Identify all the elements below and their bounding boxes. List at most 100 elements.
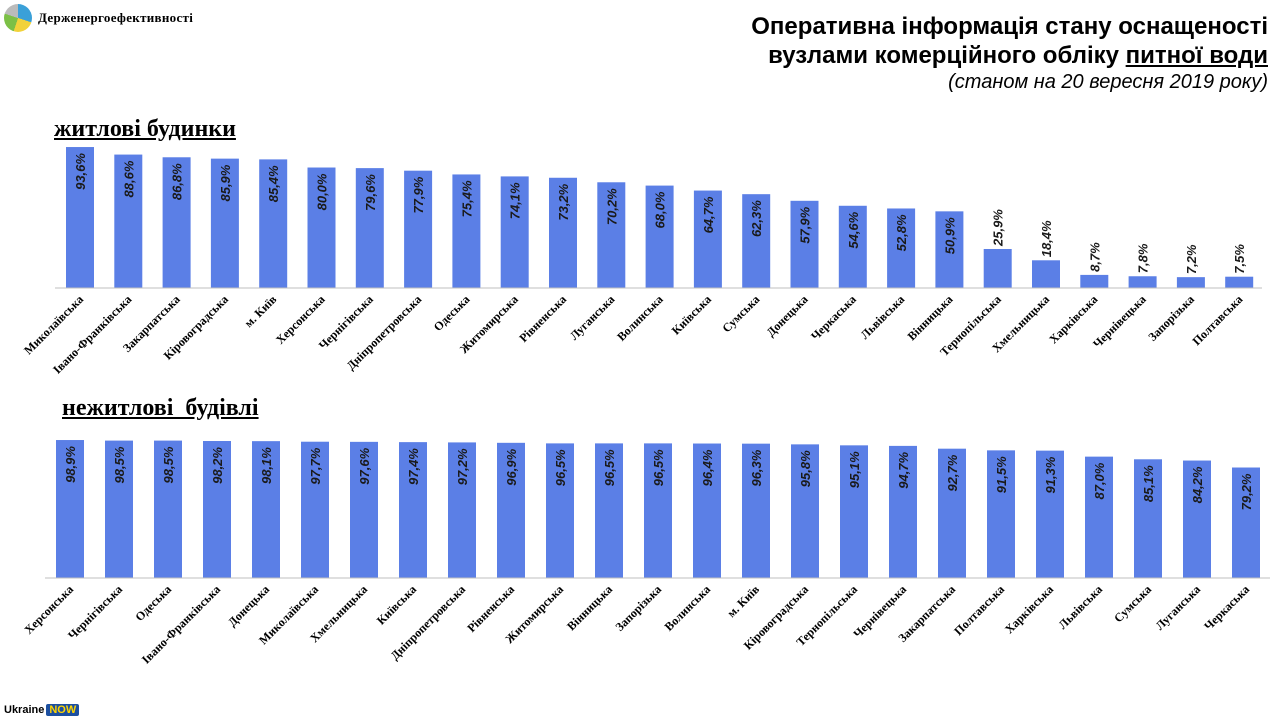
category-label: Запорізька [1145, 292, 1197, 344]
title-line-2: вузлами комерційного обліку питної води [751, 41, 1268, 70]
data-label: 7,2% [1184, 244, 1199, 274]
data-label: 25,9% [991, 209, 1006, 247]
data-label: 98,9% [63, 446, 78, 483]
bar-residential [742, 194, 771, 288]
category-label: Донецька [225, 582, 272, 629]
category-label: Черкаська [1201, 582, 1252, 633]
bar-residential [210, 158, 239, 288]
bar-nonresidential [840, 445, 868, 578]
category-label: Донецька [764, 292, 811, 339]
chart-title-residential: житлові будинки [54, 116, 236, 142]
bar-nonresidential [448, 442, 476, 578]
category-label: Київська [374, 582, 419, 627]
category-label: Луганська [567, 292, 618, 343]
data-label: 96,4% [700, 449, 715, 486]
bar-nonresidential [938, 448, 966, 578]
bar-nonresidential [301, 441, 329, 578]
bar-residential [114, 154, 143, 288]
category-label: Черкаська [808, 292, 859, 343]
bar-residential [259, 159, 288, 288]
bar-nonresidential [1085, 456, 1113, 578]
data-label: 84,2% [1190, 466, 1205, 503]
data-label: 74,1% [508, 182, 523, 219]
bar-residential [355, 168, 384, 288]
bar-nonresidential [1183, 460, 1211, 578]
bar-nonresidential [203, 441, 231, 578]
category-label: Сумська [719, 292, 762, 335]
bar-nonresidential [105, 440, 133, 578]
bar-nonresidential [644, 443, 672, 578]
category-label: Луганська [1153, 582, 1204, 633]
bar-residential [1225, 276, 1254, 288]
category-label: Вінницька [905, 292, 956, 343]
title-line-1: Оперативна інформація стану оснащеності [751, 13, 1268, 40]
org-name: Держенергоефективності [38, 10, 194, 25]
data-label: 77,9% [411, 176, 426, 213]
data-label: 98,1% [259, 447, 274, 484]
category-label: м. Київ [241, 292, 279, 330]
data-label: 68,0% [653, 191, 668, 228]
bar-residential [404, 170, 433, 288]
org-logo: Держенергоефективності [4, 4, 193, 32]
data-label: 52,8% [894, 214, 909, 251]
data-label: 91,3% [1043, 456, 1058, 493]
data-label: 85,1% [1141, 465, 1156, 502]
category-label: Сумська [1111, 582, 1154, 625]
data-label: 97,2% [455, 448, 470, 485]
data-label: 7,8% [1136, 243, 1151, 273]
brand-b: NOW [46, 704, 80, 716]
data-label: 92,7% [945, 454, 960, 491]
data-label: 97,6% [357, 447, 372, 484]
data-label: 97,7% [308, 447, 323, 484]
bar-nonresidential [497, 442, 525, 578]
data-label: 8,7% [1087, 242, 1102, 272]
bar-nonresidential [399, 442, 427, 578]
bar-nonresidential [742, 443, 770, 578]
category-label: м. Київ [724, 582, 762, 620]
bar-nonresidential [154, 440, 182, 578]
category-label: Львівська [1056, 582, 1106, 632]
data-label: 96,5% [651, 449, 666, 486]
bar-residential [693, 190, 722, 288]
category-label: Київська [669, 292, 714, 337]
ukraine-now-logo: Ukraine NOW [4, 704, 80, 716]
data-label: 73,2% [556, 183, 571, 220]
bar-residential [162, 157, 191, 288]
bar-residential [307, 167, 336, 288]
category-label: Полтавська [1189, 292, 1245, 348]
data-label: 86,8% [170, 163, 185, 200]
data-label: 91,5% [994, 456, 1009, 493]
bar-residential [1032, 260, 1060, 288]
data-label: 50,9% [942, 217, 957, 254]
category-label: Вінницька [564, 582, 615, 633]
data-label: 80,0% [315, 173, 330, 210]
chart-residential: 93,6%Миколаївська88,6%Івано-Франківська8… [21, 147, 1262, 377]
bar-residential [887, 208, 916, 288]
data-label: 87,0% [1092, 462, 1107, 499]
category-label: Рівненська [464, 582, 517, 635]
title-line-2-underlined: питної води [1125, 42, 1268, 69]
category-label: Запорізька [613, 582, 665, 634]
data-label: 62,3% [749, 200, 764, 237]
data-label: 70,2% [604, 188, 619, 225]
data-label: 96,5% [602, 449, 617, 486]
data-label: 85,9% [218, 164, 233, 201]
bar-residential [983, 248, 1012, 288]
category-label: Полтавська [951, 582, 1007, 638]
category-label: Харківська [1002, 582, 1056, 636]
bar-nonresidential [56, 440, 84, 578]
data-label: 54,6% [846, 211, 861, 248]
bar-residential [597, 182, 626, 288]
data-label: 93,6% [73, 153, 88, 190]
bar-residential [500, 176, 529, 288]
data-label: 18,4% [1039, 220, 1054, 257]
data-label: 88,6% [121, 160, 136, 197]
data-label: 95,8% [798, 450, 813, 487]
org-logo-icon [4, 4, 32, 32]
bar-residential [645, 185, 674, 288]
bar-nonresidential [546, 443, 574, 578]
category-label: Волинська [614, 292, 665, 343]
bar-nonresidential [252, 441, 280, 578]
subtitle: (станом на 20 вересня 2019 року) [948, 71, 1268, 93]
